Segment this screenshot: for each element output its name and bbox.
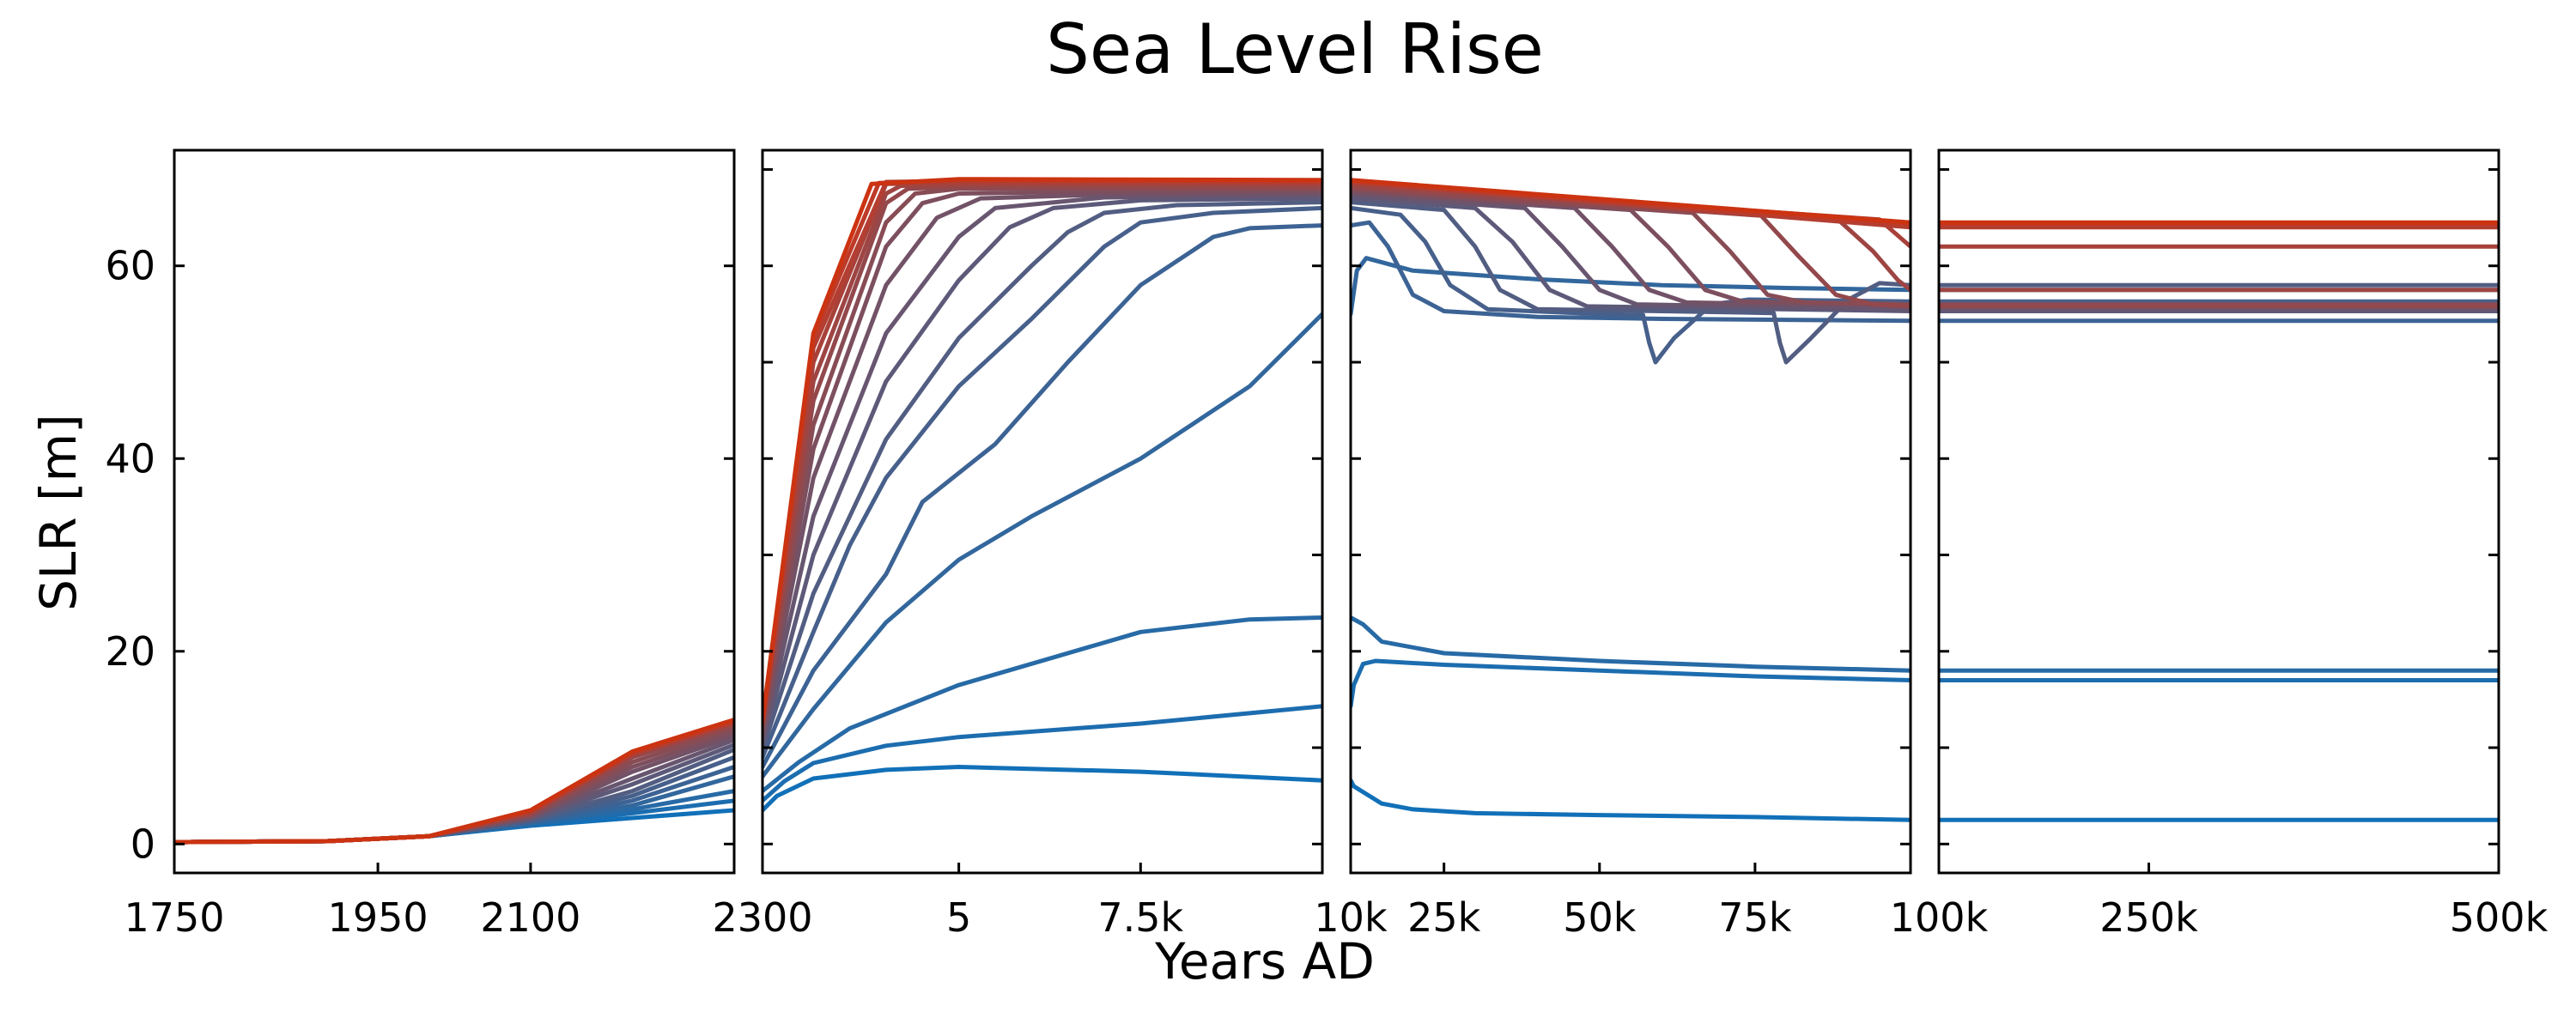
y-tick-label: 20 xyxy=(105,628,155,675)
series-line-18 xyxy=(1351,178,1911,225)
series-line-1 xyxy=(762,765,1322,813)
x-tick-label: 1750 xyxy=(124,894,224,941)
x-tick-label: 7.5k xyxy=(1097,894,1183,941)
y-tick-label: 60 xyxy=(105,243,155,289)
x-tick-label: 2300 xyxy=(712,894,812,941)
panel-frame-3 xyxy=(1349,148,1912,875)
series-line-7 xyxy=(762,200,1322,752)
series-group-2 xyxy=(762,177,1322,813)
series-line-5 xyxy=(1351,220,1911,324)
x-tick-label: 5 xyxy=(946,894,971,941)
series-line-4 xyxy=(762,312,1322,779)
series-line-4 xyxy=(1351,256,1911,317)
series-line-6 xyxy=(762,205,1322,760)
x-tick-label: 1950 xyxy=(328,894,428,941)
series-line-3 xyxy=(762,615,1322,794)
panel-frame-4 xyxy=(1937,148,2500,875)
series-line-5 xyxy=(762,223,1322,769)
series-line-11 xyxy=(762,188,1322,735)
x-axis-label: Years AD xyxy=(1154,932,1375,991)
y-tick-label: 0 xyxy=(131,821,155,867)
series-line-17 xyxy=(174,718,734,845)
series-group-3 xyxy=(1351,178,1911,822)
series-line-18 xyxy=(174,718,734,845)
x-tick-label: 500k xyxy=(2450,894,2549,941)
series-line-1 xyxy=(1351,778,1911,822)
x-tick-label: 50k xyxy=(1563,894,1637,941)
x-tick-label: 25k xyxy=(1407,894,1481,941)
chart-title: Sea Level Rise xyxy=(1046,9,1544,89)
x-tick-label: 100k xyxy=(1890,894,1989,941)
series-line-3 xyxy=(1351,615,1911,673)
x-tick-label: 250k xyxy=(2099,894,2198,941)
x-tick-label: 75k xyxy=(1718,894,1792,941)
series-group-4 xyxy=(1939,220,2499,822)
panel-frame-1 xyxy=(173,148,736,875)
x-tick-label: 10k xyxy=(1314,894,1388,941)
series-line-2 xyxy=(762,704,1322,803)
series-line-1 xyxy=(174,808,734,845)
x-tick-label: 2100 xyxy=(480,894,580,941)
series-group-1 xyxy=(174,718,734,845)
series-line-18 xyxy=(762,177,1322,722)
series-line-14 xyxy=(762,182,1322,726)
series-line-10 xyxy=(762,190,1322,739)
series-line-17 xyxy=(762,178,1322,724)
series-line-8 xyxy=(762,196,1322,748)
series-line-9 xyxy=(762,193,1322,742)
series-line-8 xyxy=(1351,196,1911,313)
panel-frame-2 xyxy=(761,148,1324,875)
series-line-9 xyxy=(1351,193,1911,312)
series-line-2 xyxy=(1351,658,1911,709)
y-axis-label: SLR [m] xyxy=(29,414,88,611)
y-tick-label: 40 xyxy=(105,435,155,482)
